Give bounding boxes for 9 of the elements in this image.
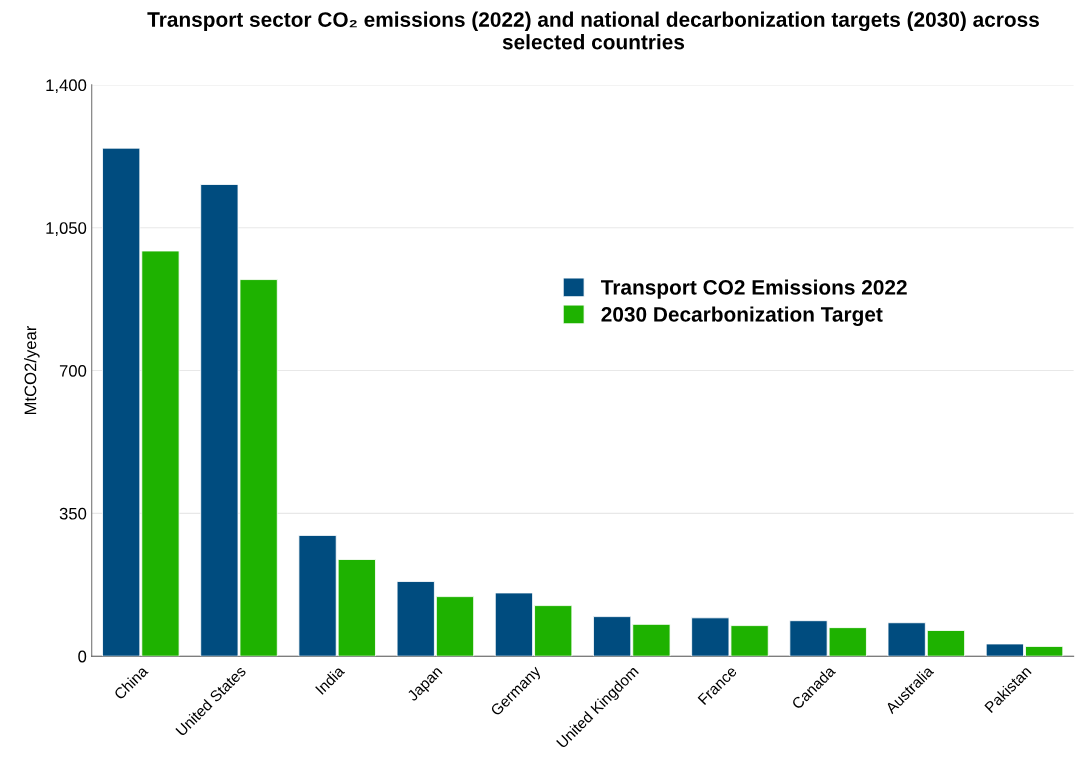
y-tick-label: 350: [59, 507, 87, 520]
y-axis-title: MtCO2/year: [24, 325, 40, 415]
y-tick-label: 1,400: [46, 79, 87, 94]
y-tick-label: 0: [78, 650, 87, 663]
legend-label: 2030 Decarbonization Target: [601, 306, 883, 326]
y-tick-label: 700: [59, 364, 87, 377]
legend-label: Transport CO2 Emissions 2022: [600, 279, 907, 299]
y-tick-label: 1,050: [46, 222, 87, 236]
chart-title: Transport sector CO₂ emissions (2022) and national decarbonization targets (2030) across selected countries: [147, 11, 1039, 50]
